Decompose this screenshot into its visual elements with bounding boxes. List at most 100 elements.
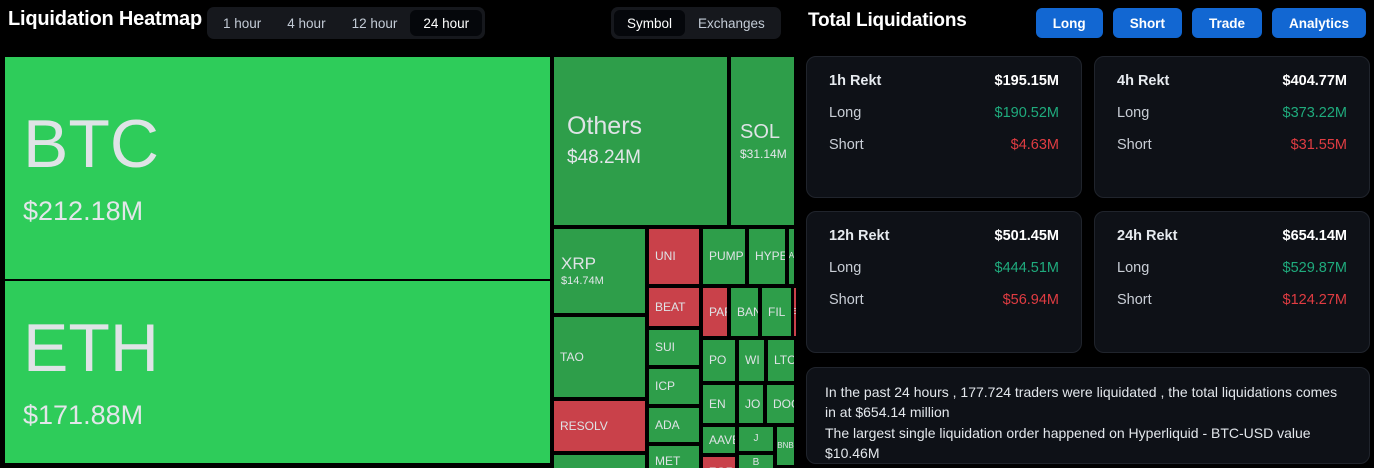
page-title: Liquidation Heatmap <box>8 8 202 30</box>
long-value: $373.22M <box>1282 105 1348 121</box>
tile-symbol: JO <box>745 396 761 411</box>
tile-symbol: Others <box>567 112 643 141</box>
time-range-1-hour[interactable]: 1 hour <box>223 15 262 31</box>
time-range-24-hour[interactable]: 24 hour <box>410 10 483 36</box>
treemap-tile-others[interactable]: Others $48.24M <box>553 56 728 226</box>
treemap-tile-ada[interactable]: ADA <box>648 407 700 443</box>
tile-symbol: PO <box>709 353 727 368</box>
tile-value: $171.88M <box>23 400 144 431</box>
long: Long $190.52M <box>829 105 1059 121</box>
view-mode-selector[interactable]: Symbol Exchanges <box>611 7 781 39</box>
short-button[interactable]: Short <box>1112 8 1182 38</box>
tile-symbol: SOL <box>740 120 781 143</box>
tile-symbol: J <box>753 432 759 444</box>
treemap-tile-tao[interactable]: TAO <box>553 316 646 398</box>
tile-symbol: BAN <box>737 304 758 319</box>
tile-value: $48.24M <box>567 146 641 168</box>
treemap-tile-par[interactable]: PAR <box>702 287 728 337</box>
short-value: $124.27M <box>1282 292 1348 308</box>
short-value: $4.63M <box>1010 137 1059 153</box>
treemap-tile-sol[interactable]: SOL $31.14M <box>730 56 795 226</box>
treemap-tile-allo[interactable]: ALLO <box>553 454 646 468</box>
time-range-selector[interactable]: 1 hour 4 hour 12 hour 24 hour <box>207 7 486 39</box>
short: Short $56.94M <box>829 292 1059 308</box>
short-value: $31.55M <box>1290 137 1347 153</box>
treemap-tile-fil[interactable]: FIL <box>761 287 792 337</box>
rekt-total-value: $195.15M <box>994 73 1060 89</box>
rekt-total: 24h Rekt $654.14M <box>1117 228 1347 244</box>
rekt-total-label: 1h Rekt <box>829 73 882 89</box>
treemap-tile-wi[interactable]: WI <box>738 339 765 382</box>
tile-symbol: ETH <box>23 309 159 386</box>
treemap-tile-zec[interactable]: ZEC <box>793 287 797 337</box>
treemap-tile-po[interactable]: PO <box>702 339 736 382</box>
long: Long $529.87M <box>1117 260 1347 276</box>
tile-symbol: BTC <box>23 105 159 182</box>
treemap-tile-btc[interactable]: BTC $212.18M <box>4 56 551 280</box>
rekt-total-label: 4h Rekt <box>1117 73 1170 89</box>
treemap-tile-icp[interactable]: ICP <box>648 368 700 405</box>
treemap-tile-aave[interactable]: AAVE <box>702 426 736 454</box>
liquidation-treemap[interactable]: BTC $212.18M ETH $171.88M Others $48.24M SOL $3… <box>4 56 797 468</box>
long-button[interactable]: Long <box>1035 8 1103 38</box>
treemap-tile-sui[interactable]: SUI <box>648 329 700 366</box>
short: Short $124.27M <box>1117 292 1347 308</box>
stat-card-24h: 24h Rekt $654.14M Long $529.87M Short $124.27… <box>1094 211 1370 353</box>
tile-symbol: MET <box>655 453 681 468</box>
treemap-tile-en[interactable]: EN <box>702 384 736 424</box>
short: Short $4.63M <box>829 137 1059 153</box>
long-label: Long <box>829 105 862 121</box>
treemap-tile-j[interactable]: J <box>738 426 774 452</box>
rekt-total-value: $654.14M <box>1282 228 1348 244</box>
treemap-tile-ban[interactable]: BAN <box>730 287 759 337</box>
short: Short $31.55M <box>1117 137 1347 153</box>
short-label: Short <box>1117 137 1152 153</box>
time-range-12-hour[interactable]: 12 hour <box>351 15 398 31</box>
tile-symbol: EN <box>709 396 726 411</box>
analytics-button[interactable]: Analytics <box>1271 8 1366 38</box>
trade-button[interactable]: Trade <box>1191 8 1262 38</box>
summary-line-1: In the past 24 hours , 177.724 traders w… <box>825 384 1338 421</box>
treemap-tile-eth[interactable]: ETH $171.88M <box>4 280 551 464</box>
summary-card: In the past 24 hours , 177.724 traders w… <box>806 367 1370 464</box>
tile-value: $14.74M <box>561 275 604 288</box>
view-mode-exchanges[interactable]: Exchanges <box>698 15 765 31</box>
stat-card-12h: 12h Rekt $501.45M Long $444.51M Short $56.94M <box>806 211 1082 353</box>
long-value: $444.51M <box>994 260 1060 276</box>
treemap-tile-bnb[interactable]: BNB <box>776 426 795 466</box>
stat-card-1h: 1h Rekt $195.15M Long $190.52M Short $4.63M <box>806 56 1082 198</box>
tile-symbol: FIL <box>768 304 786 319</box>
long: Long $444.51M <box>829 260 1059 276</box>
tile-symbol: ICP <box>655 379 676 394</box>
treemap-tile-hype[interactable]: HYPE <box>748 228 786 285</box>
tile-symbol: ZEC <box>794 307 796 316</box>
tile-value: $31.14M <box>740 146 787 161</box>
tile-symbol: TAO <box>560 349 584 364</box>
long-label: Long <box>829 260 862 276</box>
tile-symbol: WI <box>745 353 760 368</box>
treemap-tile-beat[interactable]: BEAT <box>648 287 700 327</box>
tile-symbol: ADA <box>655 417 680 432</box>
tile-symbol: ZORA <box>709 466 735 468</box>
tile-symbol: RESOLV <box>560 418 608 433</box>
long-label: Long <box>1117 105 1150 121</box>
rekt-total-label: 12h Rekt <box>829 228 890 244</box>
treemap-tile-b[interactable]: B <box>738 454 774 468</box>
treemap-tile-ltc[interactable]: LTC <box>767 339 795 382</box>
treemap-tile-xrp[interactable]: XRP $14.74M <box>553 228 646 314</box>
treemap-tile-resolv[interactable]: RESOLV <box>553 400 646 452</box>
tile-symbol: SUI <box>655 340 676 355</box>
rekt-total-value: $404.77M <box>1282 73 1348 89</box>
stat-card-4h: 4h Rekt $404.77M Long $373.22M Short $31.55M <box>1094 56 1370 198</box>
treemap-tile-met[interactable]: MET <box>648 445 700 468</box>
treemap-tile-jo[interactable]: JO <box>738 384 764 424</box>
time-range-4-hour[interactable]: 4 hour <box>287 15 326 31</box>
treemap-tile-uni[interactable]: UNI <box>648 228 700 285</box>
treemap-tile-pump[interactable]: PUMP <box>702 228 746 285</box>
treemap-tile-zora[interactable]: ZORA <box>702 456 736 468</box>
rekt-total-value: $501.45M <box>994 228 1060 244</box>
view-mode-symbol[interactable]: Symbol <box>614 10 686 36</box>
treemap-tile-a[interactable]: A <box>788 228 795 285</box>
treemap-tile-doge[interactable]: DOGE <box>766 384 795 424</box>
short-label: Short <box>829 137 864 153</box>
